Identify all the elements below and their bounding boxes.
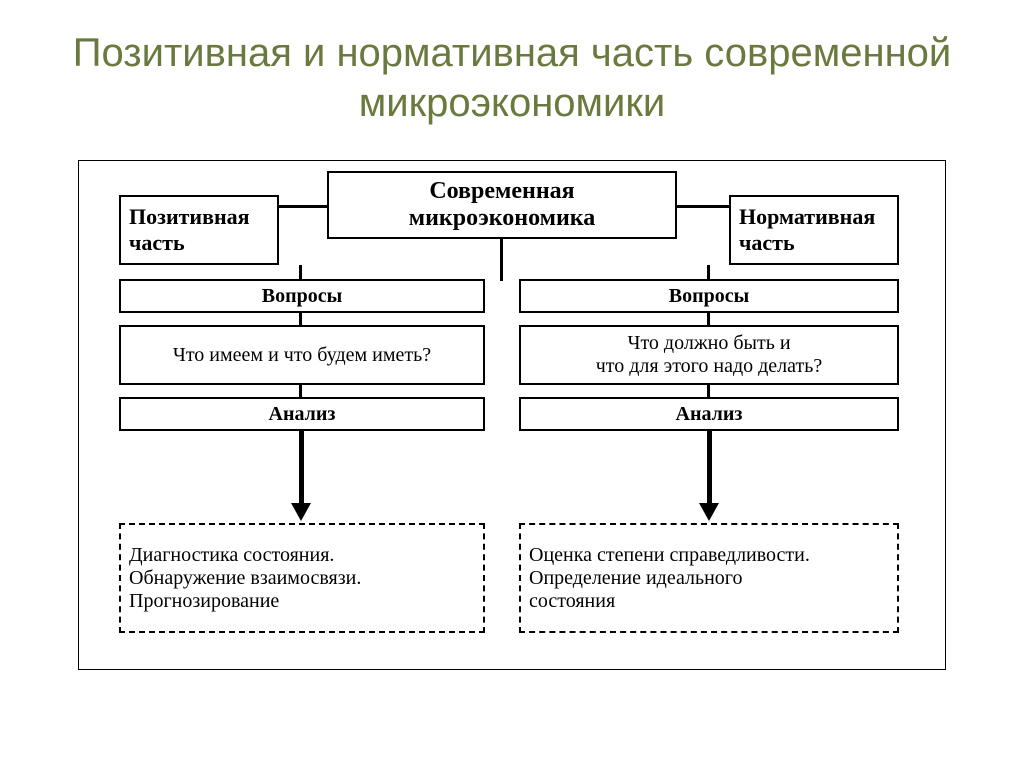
connector-h-1	[675, 205, 731, 208]
connector-arrow-shaft-10	[707, 431, 712, 505]
node-right_header: Нормативная часть	[729, 195, 899, 265]
node-center_title: Современная микроэкономика	[327, 171, 677, 239]
node-right_analysis: Анализ	[519, 397, 899, 431]
page-title: Позитивная и нормативная часть современн…	[0, 0, 1024, 138]
node-left_result: Диагностика состояния. Обнаружение взаим…	[119, 523, 485, 633]
node-left_header: Позитивная часть	[119, 195, 279, 265]
connector-h-0	[279, 205, 329, 208]
connector-v-4	[707, 265, 710, 281]
connector-v-5	[299, 313, 302, 327]
diagram-container: Современная микроэкономика Позитивная час…	[78, 160, 946, 670]
node-right_q_label: Вопросы	[519, 279, 899, 313]
connector-v-3	[299, 265, 302, 281]
connector-arrowhead-9	[291, 503, 311, 521]
connector-arrowhead-10	[699, 503, 719, 521]
node-left_q_label: Вопросы	[119, 279, 485, 313]
node-left_analysis: Анализ	[119, 397, 485, 431]
connector-v-2	[500, 239, 503, 281]
node-right_question: Что должно быть и что для этого надо дел…	[519, 325, 899, 385]
node-left_question: Что имеем и что будем иметь?	[119, 325, 485, 385]
connector-v-7	[299, 385, 302, 399]
connector-arrow-shaft-9	[299, 431, 304, 505]
connector-v-6	[707, 313, 710, 327]
node-right_result: Оценка степени справедливости. Определен…	[519, 523, 899, 633]
connector-v-8	[707, 385, 710, 399]
